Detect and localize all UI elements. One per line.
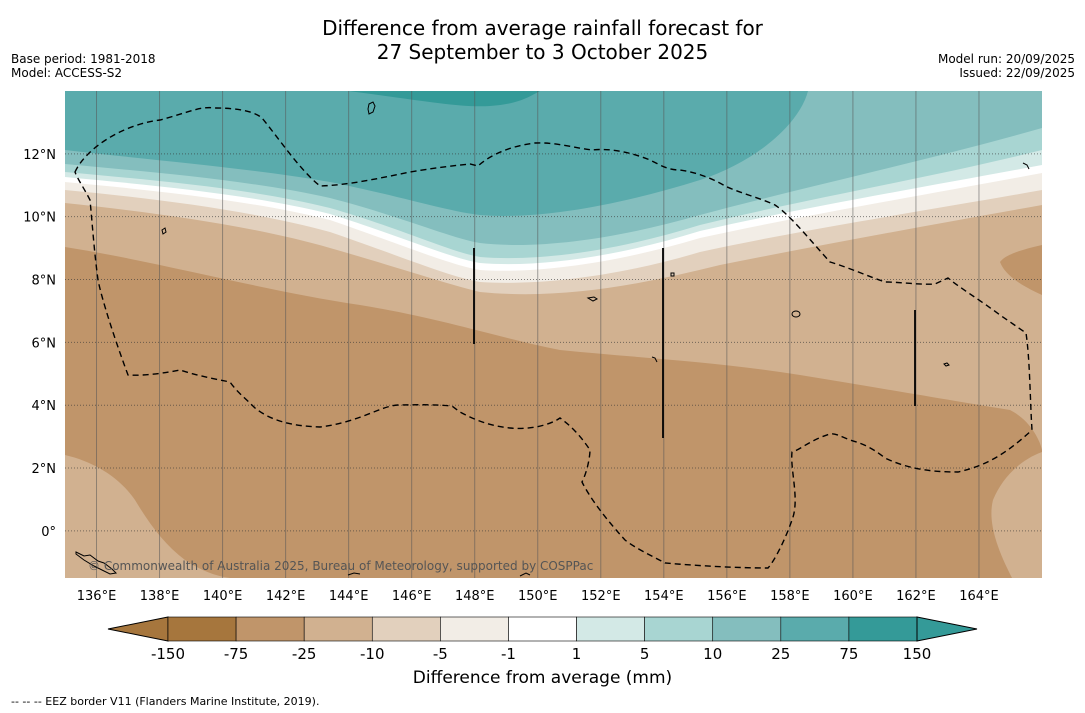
rainfall-anomaly-field: © Commonwealth of Australia 2025, Bureau… <box>65 91 1042 578</box>
colorbar: -150 -75 -25 -10 -5 -1 1 5 10 25 75 150 <box>107 616 978 663</box>
colorbar-cell <box>576 616 645 642</box>
model-name: Model: ACCESS-S2 <box>11 66 123 80</box>
colorbar-tick-label: -75 <box>224 645 249 663</box>
eez-borders <box>74 106 1033 569</box>
colorbar-cell <box>303 616 373 642</box>
colorbar-tick-label: -25 <box>292 645 317 663</box>
colorbar-tick-label: 1 <box>572 645 582 663</box>
colorbar-cells <box>167 616 918 642</box>
colorbar-cell <box>371 616 441 642</box>
lon-tick-label: 156°E <box>707 589 747 604</box>
lat-tick-label: 12°N <box>23 148 56 163</box>
colorbar-tick-label: -5 <box>433 645 448 663</box>
lat-tick-label: 4°N <box>32 399 57 414</box>
colorbar-tick-label: 10 <box>703 645 722 663</box>
lon-tick-label: 160°E <box>833 589 873 604</box>
colorbar-cell <box>644 616 714 642</box>
colorbar-arrow-right <box>916 616 978 642</box>
colorbar-cell <box>235 616 305 642</box>
lat-tick-label: 2°N <box>32 462 57 477</box>
longitude-labels: 136°E 138°E 140°E 142°E 144°E 146°E 148°E 150°E… <box>77 589 999 604</box>
lon-tick-label: 142°E <box>266 589 306 604</box>
island <box>943 362 950 367</box>
island <box>670 272 675 277</box>
island <box>586 296 598 302</box>
colorbar-cell <box>508 616 577 642</box>
model-run: Model run: 20/09/2025 <box>937 52 1075 66</box>
colorbar-cell <box>780 616 850 642</box>
island <box>651 356 658 363</box>
lon-tick-label: 148°E <box>455 589 495 604</box>
band-dry-75 <box>65 247 1042 578</box>
colorbar-tick-label: 75 <box>839 645 858 663</box>
colorbar-tick-label: -150 <box>151 645 185 663</box>
colorbar-tick-label: 5 <box>640 645 650 663</box>
band-dry-75-patch <box>1000 245 1042 295</box>
lon-tick-label: 144°E <box>329 589 369 604</box>
lon-tick-label: 162°E <box>896 589 936 604</box>
longitude-gridlines <box>96 91 980 578</box>
island <box>347 572 361 576</box>
lon-tick-label: 146°E <box>392 589 432 604</box>
lat-tick-label: 0° <box>41 525 56 540</box>
copyright-text: © Commonwealth of Australia 2025, Bureau… <box>88 559 593 573</box>
lat-tick-label: 10°N <box>23 211 56 226</box>
colorbar-tick-label: 25 <box>771 645 790 663</box>
colorbar-cell <box>712 616 782 642</box>
colorbar-arrow-left <box>107 616 169 642</box>
colorbar-title: Difference from average (mm) <box>412 668 673 688</box>
island-atoll <box>791 310 801 318</box>
latitude-labels: 12°N 10°N 8°N 6°N 4°N 2°N 0° <box>23 148 56 540</box>
eez-footnote: -- -- -- EEZ border V11 (Flanders Marine… <box>11 695 320 708</box>
lon-tick-label: 150°E <box>518 589 558 604</box>
lon-tick-label: 140°E <box>203 589 243 604</box>
colorbar-cell <box>848 616 918 642</box>
colorbar-cell <box>440 616 509 642</box>
band-dry-25-southeast <box>991 452 1042 578</box>
chart-title-line1: Difference from average rainfall forecas… <box>322 16 763 40</box>
colorbar-tick-label: -10 <box>360 645 385 663</box>
eez-segments <box>473 248 916 438</box>
island-guam-area <box>367 101 376 115</box>
island-new-ireland <box>75 551 118 575</box>
colorbar-labels: -150 -75 -25 -10 -5 -1 1 5 10 25 75 150 <box>151 645 931 663</box>
band-dry-25-southwest <box>65 455 230 578</box>
eez-border-fsm <box>74 106 1033 569</box>
islands <box>75 101 1030 577</box>
lon-tick-label: 158°E <box>770 589 810 604</box>
island <box>161 227 167 235</box>
colorbar-cell <box>167 616 237 642</box>
island <box>519 572 531 577</box>
chart-title-line2: 27 September to 3 October 2025 <box>376 40 709 64</box>
lon-tick-label: 152°E <box>581 589 621 604</box>
base-period: Base period: 1981-2018 <box>11 52 156 66</box>
lat-tick-label: 6°N <box>32 336 57 351</box>
colorbar-tick-label: -1 <box>501 645 516 663</box>
lon-tick-label: 136°E <box>77 589 117 604</box>
lat-tick-label: 8°N <box>32 274 57 289</box>
lon-tick-label: 154°E <box>644 589 684 604</box>
lon-tick-label: 164°E <box>959 589 999 604</box>
colorbar-tick-label: 150 <box>903 645 932 663</box>
lon-tick-label: 138°E <box>140 589 180 604</box>
issued-date: Issued: 22/09/2025 <box>959 66 1075 80</box>
latitude-gridlines <box>65 153 1042 532</box>
island <box>1022 162 1030 170</box>
